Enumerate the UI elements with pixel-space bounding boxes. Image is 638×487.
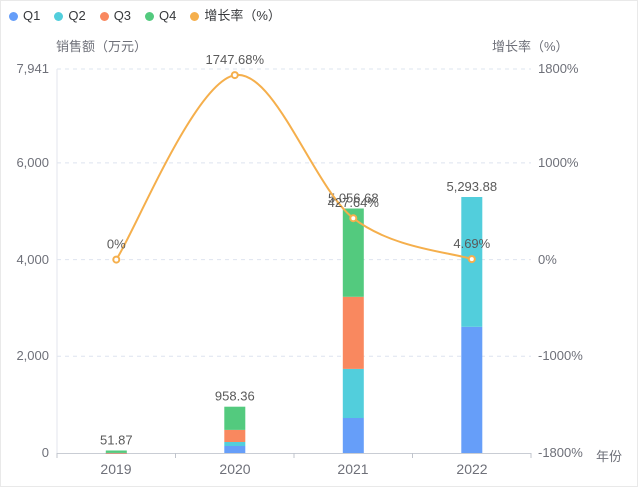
svg-text:5,293.88: 5,293.88	[446, 179, 497, 194]
q1-series-dot-icon	[9, 11, 18, 21]
left-axis-tick: 4,000	[16, 252, 49, 267]
svg-text:427.64%: 427.64%	[328, 195, 380, 210]
svg-text:1747.68%: 1747.68%	[206, 52, 265, 67]
right-axis-tick: 1000%	[538, 155, 579, 170]
right-axis-tick: -1000%	[538, 348, 583, 363]
left-axis-tick: 0	[41, 445, 49, 460]
legend-label: Q1	[23, 8, 41, 23]
legend-item-growth-rate[interactable]: 增长率（%）	[190, 7, 281, 25]
legend-item-q2[interactable]: Q2	[54, 7, 86, 25]
q3-series-dot-icon	[99, 11, 109, 21]
left-axis-title: 销售额（万元）	[56, 39, 148, 54]
legend-label: Q3	[113, 8, 132, 23]
legend-label: 增长率（%）	[204, 8, 281, 23]
x-axis-label-2020: 2020	[219, 461, 251, 477]
svg-text:0%: 0%	[107, 237, 126, 252]
svg-text:5,056.68: 5,056.68	[328, 191, 379, 206]
q2-series-dot-icon	[54, 11, 64, 21]
legend-item-q1[interactable]: Q1	[9, 7, 40, 25]
svg-text:51.87: 51.87	[100, 433, 133, 448]
svg-text:4.69%: 4.69%	[453, 236, 490, 251]
q4-series-dot-icon	[145, 11, 155, 21]
legend-label: Q2	[68, 8, 86, 23]
legend-item-q4[interactable]: Q4	[145, 7, 176, 25]
x-axis-title: 年份	[596, 449, 623, 464]
x-axis-label-2022: 2022	[456, 461, 488, 477]
legend-item-q3[interactable]: Q3	[99, 7, 132, 25]
x-axis-label-2021: 2021	[337, 461, 369, 477]
right-axis-tick: 1800%	[538, 61, 579, 76]
legend: Q1 Q2 Q3 Q4 增长率（%）	[9, 7, 281, 25]
left-axis-tick: 7,941	[16, 61, 49, 76]
left-axis-tick: 6,000	[16, 155, 49, 170]
right-axis-tick: -1800%	[538, 445, 583, 460]
right-axis-tick: 0%	[538, 252, 557, 267]
right-axis-title: 增长率（%）	[492, 39, 569, 54]
svg-text:958.36: 958.36	[215, 389, 255, 404]
growth-series-dot-icon	[190, 11, 200, 21]
left-axis-tick: 2,000	[16, 348, 49, 363]
legend-label: Q4	[159, 8, 177, 23]
x-axis-label-2019: 2019	[100, 461, 132, 477]
